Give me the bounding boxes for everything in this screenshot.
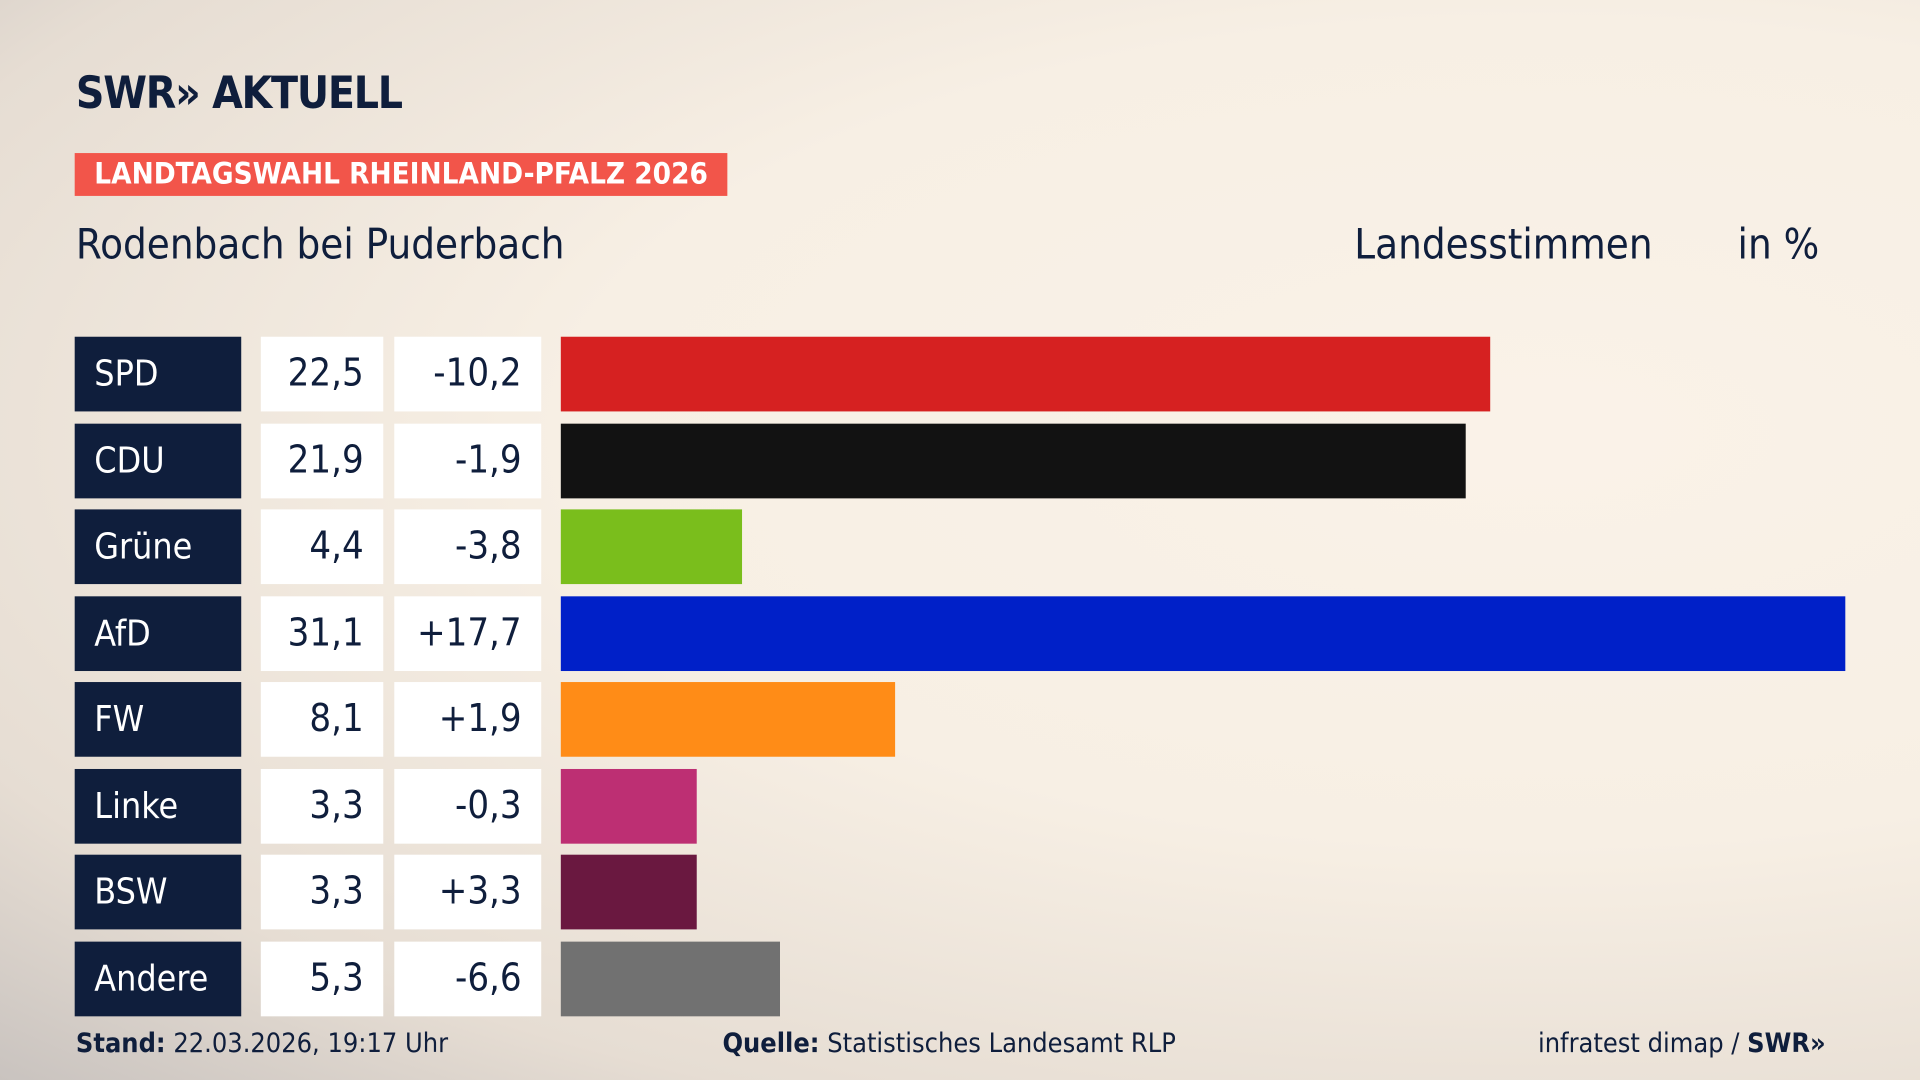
bar-row: CDU 21,9 -1,9	[0, 423, 1920, 498]
party-label: SPD	[74, 336, 242, 412]
bar-row: BSW 3,3 +3,3	[0, 854, 1920, 930]
value-label: 31,1	[260, 595, 384, 671]
value-label: 4,4	[260, 509, 384, 585]
bar-row: AfD 31,1 +17,7	[0, 595, 1920, 671]
bar	[560, 682, 896, 757]
party-label: Grüne	[74, 509, 242, 585]
party-label: BSW	[74, 854, 242, 930]
value-label: 21,9	[260, 423, 384, 498]
swr-logo: SWR»	[1747, 1028, 1826, 1060]
election-badge: LANDTAGSWAHL RHEINLAND-PFALZ 2026	[74, 153, 728, 196]
party-label: FW	[74, 682, 242, 757]
place-title: Rodenbach bei Puderbach	[75, 220, 565, 270]
bar-row: Linke 3,3 -0,3	[0, 768, 1920, 844]
value-label: 8,1	[260, 682, 384, 757]
value-label: 22,5	[260, 336, 384, 412]
bar-row: SPD 22,5 -10,2	[0, 336, 1920, 412]
diff-label: -6,6	[394, 941, 542, 1016]
timestamp: Stand: 22.03.2026, 19:17 Uhr	[75, 1028, 449, 1060]
party-label: CDU	[74, 423, 242, 498]
diff-label: -3,8	[394, 509, 542, 585]
bar-row: FW 8,1 +1,9	[0, 682, 1920, 757]
bar	[560, 941, 780, 1016]
party-label: Andere	[74, 941, 242, 1016]
bar	[560, 336, 1491, 412]
value-label: 3,3	[260, 854, 384, 930]
diff-label: -10,2	[394, 336, 542, 412]
source: Quelle: Statistisches Landesamt RLP	[722, 1028, 1176, 1060]
value-label: 5,3	[260, 941, 384, 1016]
value-label: 3,3	[260, 768, 384, 844]
swr-aktuell-logo: SWR» AKTUELL	[75, 68, 403, 119]
diff-label: -0,3	[394, 768, 542, 844]
party-label: AfD	[74, 595, 242, 671]
bar	[560, 423, 1466, 498]
bar-row: Grüne 4,4 -3,8	[0, 509, 1920, 585]
vote-type-label: Landesstimmen	[1354, 220, 1653, 270]
diff-label: -1,9	[394, 423, 542, 498]
bar	[560, 768, 698, 844]
bar	[560, 509, 743, 585]
bar	[560, 854, 698, 930]
party-label: Linke	[74, 768, 242, 844]
unit-label: in %	[1737, 220, 1820, 270]
credit: infratest dimap / SWR»	[1537, 1028, 1826, 1060]
diff-label: +1,9	[394, 682, 542, 757]
bar-row: Andere 5,3 -6,6	[0, 941, 1920, 1016]
diff-label: +17,7	[394, 595, 542, 671]
bar	[560, 595, 1846, 671]
diff-label: +3,3	[394, 854, 542, 930]
